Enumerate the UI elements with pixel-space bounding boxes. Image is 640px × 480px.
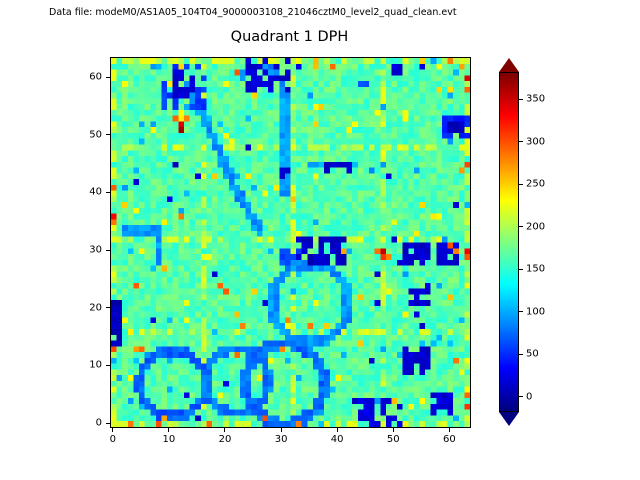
y-tick-mark [106,76,110,78]
colorbar-tick-mark [519,226,523,228]
colorbar-tick-label: 350 [526,93,546,105]
colorbar-tick-mark [519,98,523,100]
y-tick-mark [106,422,110,424]
y-tick-mark [106,134,110,136]
colorbar-tick-label: 50 [526,348,539,360]
colorbar-tick-label: 100 [526,306,546,318]
y-tick-mark [106,249,110,251]
x-tick-label: 10 [162,434,176,445]
y-tick-mark [106,307,110,309]
x-tick-mark [280,428,282,432]
colorbar [499,72,519,412]
heatmap-canvas [111,58,470,427]
x-tick-mark [448,428,450,432]
x-tick-label: 40 [330,434,344,445]
colorbar-tick-mark [519,183,523,185]
x-tick-label: 30 [274,434,288,445]
y-tick-label: 10 [89,359,102,371]
x-tick-label: 20 [218,434,232,445]
colorbar-tick-mark [519,396,523,398]
y-tick-label: 60 [89,71,102,83]
y-tick-label: 50 [89,129,102,141]
x-tick-label: 0 [109,434,116,445]
colorbar-tick-mark [519,141,523,143]
y-tick-label: 40 [89,186,102,198]
colorbar-tick-mark [519,353,523,355]
colorbar-tick-label: 200 [526,221,546,233]
y-tick-label: 0 [95,417,102,429]
y-tick-label: 30 [89,244,102,256]
colorbar-tick-label: 150 [526,263,546,275]
x-tick-label: 60 [442,434,456,445]
colorbar-tick-mark [519,311,523,313]
x-tick-mark [168,428,170,432]
x-tick-label: 50 [386,434,400,445]
x-tick-mark [112,428,114,432]
y-tick-label: 20 [89,302,102,314]
colorbar-under-arrow [499,412,519,426]
colorbar-over-arrow [499,58,519,72]
colorbar-tick-label: 0 [526,391,533,403]
heatmap-plot-area [110,57,471,428]
x-tick-mark [336,428,338,432]
colorbar-tick-label: 250 [526,178,546,190]
x-tick-mark [392,428,394,432]
chart-title: Quadrant 1 DPH [230,29,349,45]
x-tick-mark [224,428,226,432]
colorbar-tick-mark [519,268,523,270]
datafile-text: Data file: modeM0/AS1A05_104T04_90000031… [49,7,457,18]
colorbar-tick-label: 300 [526,136,546,148]
y-tick-mark [106,364,110,366]
y-tick-mark [106,191,110,193]
colorbar-canvas [500,73,518,411]
